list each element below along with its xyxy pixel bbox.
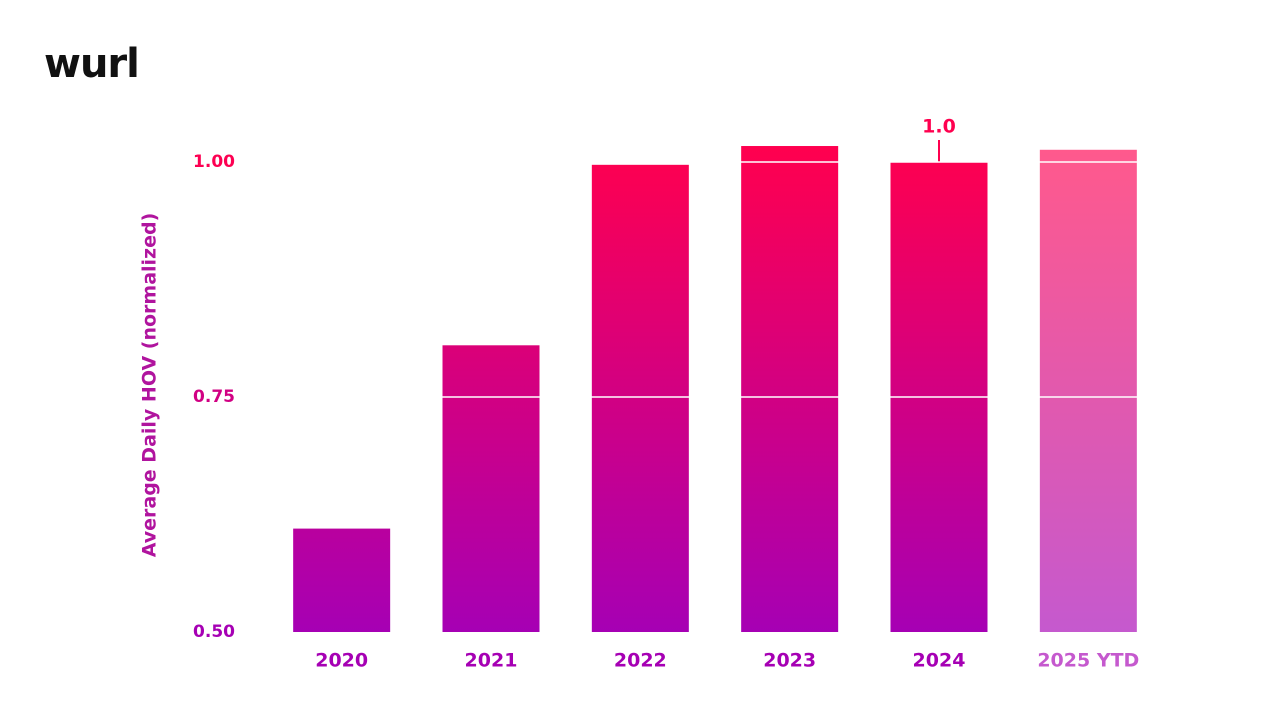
x-tick-label: 2025 YTD [1037, 650, 1139, 672]
x-tick-label: 2022 [614, 650, 667, 672]
x-tick-label: 2020 [315, 650, 368, 672]
x-tick-label: 2021 [465, 650, 518, 672]
y-tick-label: 1.00 [193, 152, 235, 172]
y-axis-label: Average Daily HOV (normalized) [139, 213, 161, 558]
bar [1039, 149, 1137, 632]
bar [293, 528, 391, 632]
bar [591, 164, 689, 632]
value-label: 1.0 [922, 116, 956, 138]
x-tick-label: 2024 [913, 650, 966, 672]
logo: wurl [44, 41, 139, 87]
bar [442, 345, 540, 632]
bar [741, 146, 839, 632]
y-tick-label: 0.50 [193, 622, 235, 642]
x-tick-label: 2023 [763, 650, 816, 672]
y-tick-label: 0.75 [193, 387, 235, 407]
